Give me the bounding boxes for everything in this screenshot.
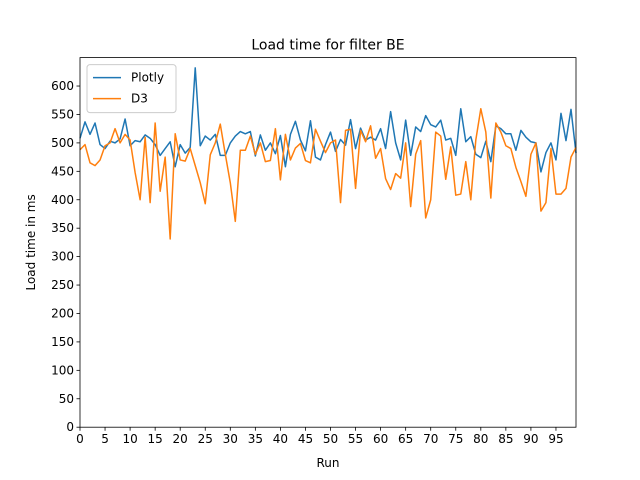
x-tick-label: 25 xyxy=(198,432,213,446)
y-tick-label: 250 xyxy=(51,278,74,292)
x-tick-label: 15 xyxy=(148,432,163,446)
y-tick-label: 400 xyxy=(51,193,74,207)
plot-lines xyxy=(79,67,577,240)
x-tick-label: 65 xyxy=(398,432,413,446)
x-tick-label: 35 xyxy=(248,432,263,446)
x-tick-label: 60 xyxy=(373,432,388,446)
x-tick-label: 0 xyxy=(76,432,84,446)
y-tick-label: 600 xyxy=(51,79,74,93)
x-tick-label: 10 xyxy=(122,432,137,446)
axes xyxy=(79,57,577,428)
series-line-d3 xyxy=(79,108,577,240)
x-tick-label: 40 xyxy=(273,432,288,446)
x-tick-label: 90 xyxy=(523,432,538,446)
x-tick-label: 50 xyxy=(323,432,338,446)
y-axis-label: Load time in ms xyxy=(24,194,38,290)
legend-box xyxy=(86,64,177,114)
y-tick-label: 50 xyxy=(59,392,74,406)
y-tick-label: 100 xyxy=(51,363,74,377)
y-tick-label: 550 xyxy=(51,107,74,121)
y-tick-label: 150 xyxy=(51,335,74,349)
x-tick-label: 30 xyxy=(223,432,238,446)
x-tick-label: 70 xyxy=(423,432,438,446)
legend: Plotly D3 xyxy=(86,64,177,114)
x-tick-label: 45 xyxy=(298,432,313,446)
x-tick-label: 20 xyxy=(173,432,188,446)
y-tick-label: 500 xyxy=(51,136,74,150)
x-tick-label: 80 xyxy=(473,432,488,446)
x-tick-label: 55 xyxy=(348,432,363,446)
y-tick-label: 0 xyxy=(66,420,74,434)
x-tick-label: 75 xyxy=(448,432,463,446)
legend-label-plotly: Plotly xyxy=(131,71,164,85)
series-line-plotly xyxy=(79,67,577,173)
y-axis-ticks: 0 50 100 150 200 250 300 350 400 450 500 550 600 xyxy=(51,79,80,434)
y-tick-label: 450 xyxy=(51,164,74,178)
x-tick-label: 5 xyxy=(101,432,109,446)
y-tick-label: 300 xyxy=(51,250,74,264)
legend-label-d3: D3 xyxy=(131,92,148,106)
x-axis-ticks: 0 5 10 15 20 25 30 35 40 45 50 55 60 65 70 75 80 85 90 95 xyxy=(76,427,564,446)
chart-title: Load time for filter BE xyxy=(251,38,404,54)
x-tick-label: 95 xyxy=(548,432,563,446)
x-tick-label: 85 xyxy=(498,432,513,446)
y-tick-label: 350 xyxy=(51,221,74,235)
x-axis-label: Run xyxy=(316,456,339,470)
y-tick-label: 200 xyxy=(51,306,74,320)
plot-frame xyxy=(79,57,577,428)
